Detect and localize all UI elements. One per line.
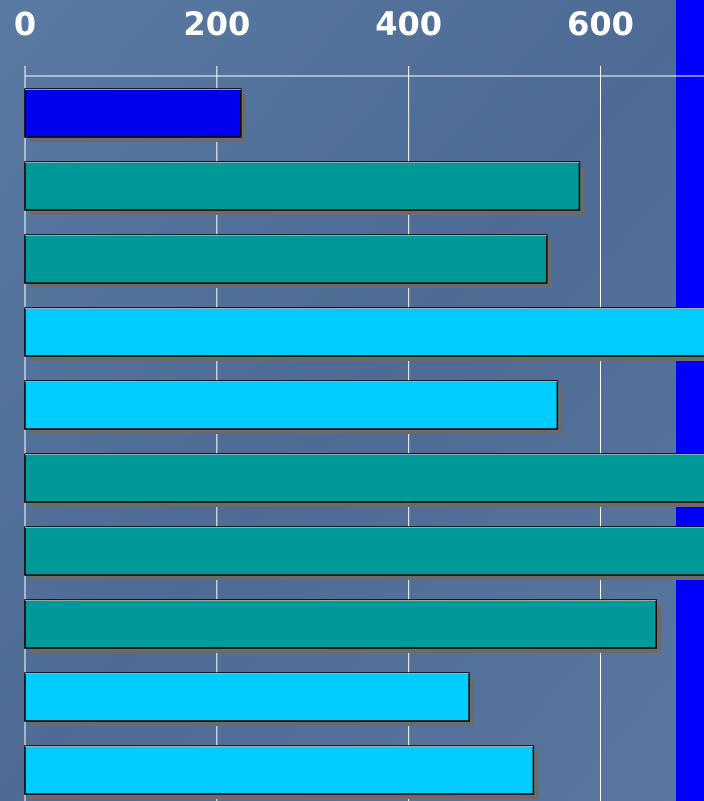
bar-body-4 (24, 307, 704, 357)
bar-body-6 (24, 453, 704, 503)
bar-body-5 (24, 380, 559, 430)
bar-body-1 (24, 88, 242, 138)
bar-body-8 (24, 599, 657, 649)
bar-1 (24, 88, 246, 142)
bar-body-3 (24, 234, 548, 284)
x-tick-label-2: 400 (375, 5, 442, 43)
x-tick-label-0: 0 (14, 5, 36, 43)
x-tick-label-1: 200 (183, 5, 250, 43)
bar-6 (24, 453, 704, 507)
accent-strip (676, 0, 704, 801)
bar-3 (24, 234, 552, 288)
bar-4 (24, 307, 704, 361)
bar-7 (24, 526, 704, 580)
bar-body-7 (24, 526, 704, 576)
bar-2 (24, 161, 585, 215)
bar-body-2 (24, 161, 581, 211)
x-tick-label-3: 600 (567, 5, 634, 43)
bar-body-10 (24, 745, 535, 795)
bar-5 (24, 380, 563, 434)
bar-9 (24, 672, 475, 726)
bar-8 (24, 599, 662, 653)
bar-body-9 (24, 672, 470, 722)
bar-10 (24, 745, 539, 799)
